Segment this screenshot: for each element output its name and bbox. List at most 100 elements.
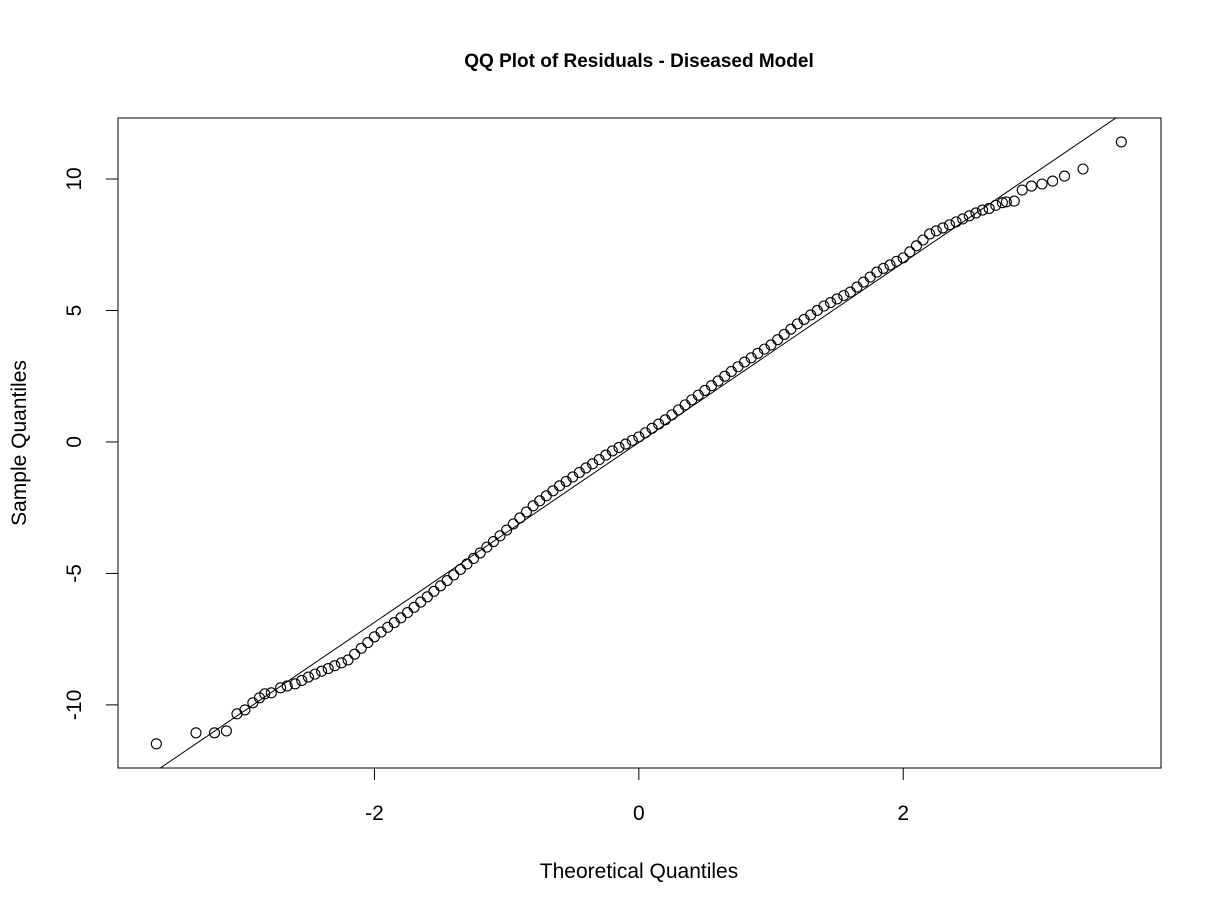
data-point [514,512,526,524]
x-tick-label: 2 [897,802,909,825]
data-point [309,668,321,680]
data-point [362,637,374,649]
data-point [1047,175,1059,187]
data-point [408,601,420,613]
data-point [487,536,499,548]
data-point [679,399,691,411]
data-point [1115,136,1127,148]
data-point [395,612,407,624]
data-point [520,506,533,518]
data-point [871,266,883,278]
data-point [858,276,870,288]
data-point [831,293,843,305]
data-point [461,558,473,570]
data-point [930,225,942,237]
data-point [494,530,506,542]
data-point [150,738,162,750]
data-point [613,441,625,454]
data-point [302,671,314,683]
data-point [725,365,737,378]
data-point [421,591,433,603]
data-point [910,240,922,252]
data-point [772,334,784,346]
y-tick-label: -5 [63,564,86,583]
data-point [943,219,956,231]
data-point [785,323,797,335]
data-point [686,394,698,406]
data-point [917,234,929,246]
plot-frame [117,117,1162,769]
data-point [897,252,909,264]
data-point [335,657,347,669]
data-point [626,434,638,446]
y-tick-label: 0 [63,436,86,448]
data-point [620,438,632,450]
data-point [281,680,293,692]
data-point [401,607,414,619]
data-point [891,255,903,267]
data-point [355,642,367,654]
data-point [904,246,916,258]
data-point [1036,178,1048,190]
data-point [368,631,381,643]
data-point [924,228,936,240]
data-point [289,678,301,690]
data-point [468,552,480,564]
data-point [838,289,850,302]
data-point [1058,170,1071,182]
data-point [441,574,453,587]
data-point [851,281,863,293]
data-point [732,361,744,373]
data-point [501,524,513,536]
data-point [190,727,202,739]
data-point [884,259,896,271]
data-point [547,485,559,497]
data-point [970,207,982,219]
data-point [375,626,387,638]
y-tick-label: 10 [63,167,86,190]
data-point [864,271,876,283]
data-point [428,585,440,597]
y-tick-label: -10 [63,690,86,720]
data-point [976,204,989,216]
data-point [220,725,232,737]
data-point [1025,180,1038,192]
data-point [388,617,400,629]
data-point [454,563,466,576]
data-point [937,222,949,234]
data-point [950,216,962,228]
data-point [208,727,221,739]
data-point [1000,196,1012,208]
data-point [527,500,539,512]
data-point [719,370,731,382]
data-point [1016,184,1028,196]
x-axis-label: Theoretical Quantiles [540,860,738,883]
data-point [507,518,519,530]
data-point [329,660,341,672]
data-point [481,541,493,553]
data-point [818,300,830,312]
data-point [877,262,889,274]
data-point [666,409,678,421]
data-point [239,704,251,716]
data-point [275,682,287,694]
data-point [265,687,277,699]
data-point [705,380,718,392]
y-tick-label: 5 [63,305,86,317]
data-point [672,404,685,416]
data-point [1008,195,1020,207]
data-point [474,547,486,559]
data-point [349,648,361,660]
data-point [606,445,618,457]
data-point [963,210,975,222]
data-point [382,621,394,633]
data-point [1077,163,1089,175]
data-point [824,297,837,309]
data-point [322,663,334,675]
data-point [778,328,790,340]
x-tick-label: 0 [633,802,645,825]
data-point [534,495,546,507]
data-point [342,654,354,666]
data-point [990,199,1002,211]
